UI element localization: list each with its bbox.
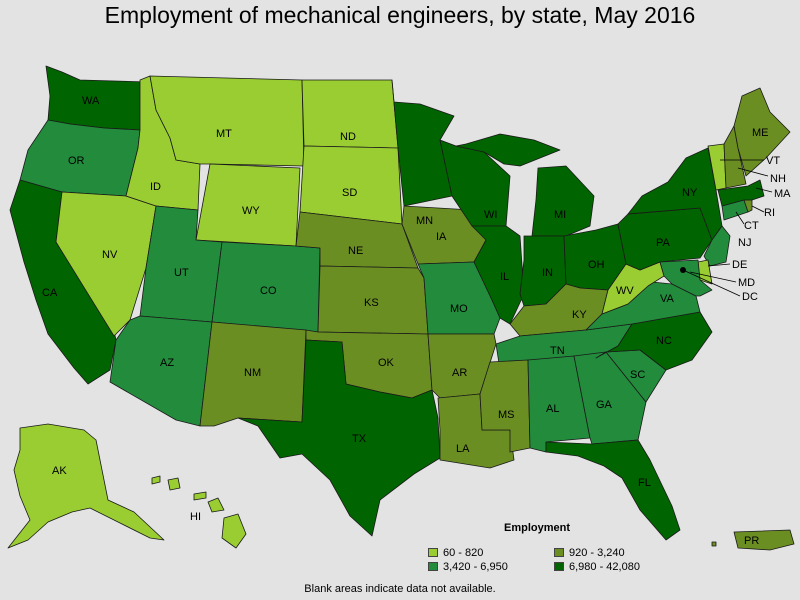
state-HI-maui (207, 497, 225, 513)
label-ND: ND (340, 131, 356, 143)
label-DE: DE (732, 259, 747, 271)
label-AZ: AZ (160, 357, 174, 369)
legend-item-1: 60 - 820 (428, 546, 483, 559)
label-TN: TN (550, 345, 565, 357)
legend-label-3: 3,420 - 6,950 (443, 560, 508, 573)
label-ME: ME (752, 127, 769, 139)
label-HI: HI (190, 511, 201, 523)
state-AK[interactable] (7, 423, 165, 549)
label-MI: MI (554, 209, 566, 221)
label-OR: OR (68, 155, 85, 167)
label-OH: OH (588, 259, 605, 271)
state-HI-kauai (151, 475, 161, 485)
legend-swatch-1 (428, 548, 438, 557)
label-KY: KY (572, 309, 587, 321)
state-HI-oahu (167, 477, 181, 491)
label-WA: WA (82, 95, 100, 107)
legend-label-1: 60 - 820 (443, 546, 484, 559)
label-IL: IL (500, 271, 509, 283)
label-VA: VA (660, 293, 675, 305)
state-HI-molokai (193, 491, 207, 501)
label-WY: WY (242, 205, 260, 217)
label-MN: MN (416, 215, 433, 227)
legend-label-2: 920 - 3,240 (569, 546, 625, 559)
label-PR: PR (744, 535, 759, 547)
state-NH[interactable] (723, 125, 747, 189)
legend-item-4: 6,980 - 42,080 (554, 560, 640, 573)
state-FL[interactable] (545, 439, 681, 541)
footnote: Blank areas indicate data not available. (304, 583, 496, 595)
label-NY: NY (682, 187, 698, 199)
state-MI-lower[interactable] (531, 165, 595, 237)
state-AZ[interactable] (109, 315, 213, 427)
legend-swatch-4 (554, 562, 564, 571)
label-OK: OK (378, 357, 395, 369)
label-UT: UT (174, 267, 189, 279)
legend-item-2: 920 - 3,240 (554, 546, 625, 559)
pr-islet (711, 541, 717, 547)
state-HI-group[interactable] (151, 475, 247, 549)
state-MD[interactable] (659, 259, 713, 297)
label-MD: MD (738, 277, 755, 289)
legend-swatch-2 (554, 548, 564, 557)
state-PR[interactable] (733, 529, 795, 551)
state-MI[interactable] (455, 133, 561, 167)
map-title: Employment of mechanical engineers, by s… (104, 2, 696, 28)
label-NH: NH (770, 173, 786, 185)
label-SD: SD (342, 187, 357, 199)
state-MA[interactable] (717, 179, 765, 207)
label-MT: MT (216, 128, 232, 140)
label-MA: MA (774, 188, 791, 200)
label-NE: NE (348, 245, 363, 257)
label-NC: NC (656, 335, 672, 347)
label-IN: IN (542, 267, 553, 279)
label-LA: LA (456, 443, 470, 455)
label-MS: MS (498, 409, 515, 421)
state-IL[interactable] (471, 225, 525, 325)
leader-nh (737, 167, 769, 177)
state-TX[interactable] (237, 339, 441, 537)
label-MO: MO (450, 303, 468, 315)
leader-ct (735, 211, 745, 225)
state-SD[interactable] (299, 145, 403, 225)
legend-label-4: 6,980 - 42,080 (569, 560, 640, 573)
label-AK: AK (52, 465, 67, 477)
label-NV: NV (102, 249, 118, 261)
label-NJ: NJ (738, 237, 751, 249)
state-NC[interactable] (595, 311, 713, 371)
label-CO: CO (260, 285, 277, 297)
label-RI: RI (764, 207, 775, 219)
label-TX: TX (352, 433, 367, 445)
state-ME[interactable] (733, 87, 791, 177)
leader-md (689, 271, 737, 283)
label-DC: DC (742, 291, 758, 303)
label-GA: GA (596, 399, 613, 411)
legend-swatch-3 (428, 562, 438, 571)
legend-item-3: 3,420 - 6,950 (428, 560, 508, 573)
label-AR: AR (452, 367, 467, 379)
leader-dc (682, 269, 741, 297)
leader-ma (755, 187, 773, 193)
label-SC: SC (630, 369, 645, 381)
label-AL: AL (546, 403, 559, 415)
leader-ri (751, 205, 765, 213)
label-WI: WI (484, 209, 497, 221)
label-ID: ID (150, 181, 161, 193)
label-PA: PA (656, 237, 671, 249)
leader-de (707, 263, 731, 267)
label-CA: CA (42, 287, 58, 299)
label-FL: FL (638, 477, 651, 489)
legend-title: Employment (504, 522, 571, 534)
label-CT: CT (744, 220, 759, 232)
state-NJ[interactable] (703, 225, 731, 267)
state-HI-big (221, 513, 247, 549)
label-IA: IA (436, 231, 447, 243)
label-KS: KS (364, 297, 379, 309)
legend: Employment 60 - 820 920 - 3,240 3,420 - … (428, 520, 678, 576)
label-NM: NM (244, 367, 261, 379)
label-WV: WV (616, 285, 634, 297)
label-VT: VT (766, 155, 780, 167)
